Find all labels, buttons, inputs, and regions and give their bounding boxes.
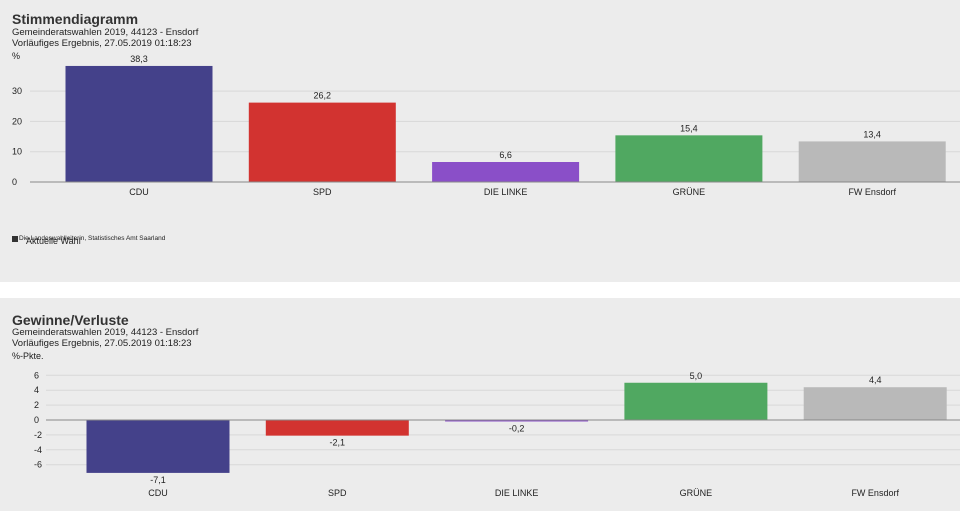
legend-source: Die Landeswahlleiterin, Statistisches Am… [19,235,166,242]
chart-subtitle-line2: Vorläufiges Ergebnis, 27.05.2019 01:18:2… [12,38,192,49]
x-tick-label: GRÜNE [673,187,706,197]
x-tick-label: GRÜNE [680,488,713,498]
data-label: 6,6 [499,150,512,160]
data-label: 4,4 [869,375,882,385]
x-tick-label: CDU [148,488,168,498]
x-tick-label: SPD [328,488,347,498]
x-tick-label: FW Ensdorf [848,187,896,197]
bar-cdu [65,65,213,182]
chart-subtitle-line1: Gemeinderatswahlen 2019, 44123 - Ensdorf [12,327,199,338]
legend-label: Aktuelle Wahl [26,236,81,246]
x-tick-label: SPD [313,187,332,197]
y-tick-label: 4 [34,385,39,395]
chart-title: Gewinne/Verluste [12,312,129,328]
y-tick-label: -2 [34,430,42,440]
y-tick-label: 2 [34,400,39,410]
y-tick-label: 0 [34,415,39,425]
bar-fw-ensdorf [803,387,947,420]
data-label: -0,2 [509,423,525,433]
gains-losses-bar-chart: -6 -4 -2 0 2 4 6 -7,1 CDU -2,1 SPD -0,2 DIE LINKE 5,0… [34,370,960,498]
data-label: 13,4 [863,129,881,139]
x-tick-label: DIE LINKE [495,488,539,498]
x-tick-label: DIE LINKE [484,187,528,197]
data-label: 15,4 [680,123,698,133]
x-tick-label: CDU [129,187,149,197]
bar-grüne [624,382,768,420]
bar-die-linke [445,420,589,422]
vote-bar-chart: 0 10 20 30 38,3 CDU 26,2 SPD 6,6 DIE LINKE 15,4 GRÜ… [12,54,960,197]
bar-fw-ensdorf [798,141,946,182]
data-label: -7,1 [150,475,166,485]
y-tick-label: -4 [34,445,42,455]
data-label: -2,1 [330,438,346,448]
y-axis-unit: %-Pkte. [12,351,44,361]
data-label: 5,0 [690,371,703,381]
y-tick-label: 6 [34,370,39,380]
legend-swatch [12,236,18,243]
vote-chart-panel: Stimmendiagramm Gemeinderatswahlen 2019,… [0,0,960,282]
bar-spd [248,102,396,182]
bar-cdu [86,420,230,473]
y-tick-label: -6 [34,460,42,470]
data-label: 38,3 [130,54,148,64]
y-tick-label: 20 [12,116,22,126]
y-axis-unit: % [12,51,21,61]
data-label: 26,2 [314,91,332,101]
chart-subtitle-line2: Vorläufiges Ergebnis, 27.05.2019 01:18:2… [12,338,192,349]
y-tick-label: 30 [12,86,22,96]
chart-legend: Die Landeswahlleiterin, Statistisches Am… [12,235,165,246]
bar-spd [265,420,409,436]
y-tick-label: 10 [12,147,22,157]
bar-grüne [615,135,763,182]
y-tick-label: 0 [12,177,17,187]
bar-die-linke [432,162,580,182]
chart-title: Stimmendiagramm [12,11,139,27]
gains-losses-panel: Gewinne/Verluste Gemeinderatswahlen 2019… [0,298,960,511]
chart-subtitle-line1: Gemeinderatswahlen 2019, 44123 - Ensdorf [12,27,199,38]
x-tick-label: FW Ensdorf [851,488,899,498]
